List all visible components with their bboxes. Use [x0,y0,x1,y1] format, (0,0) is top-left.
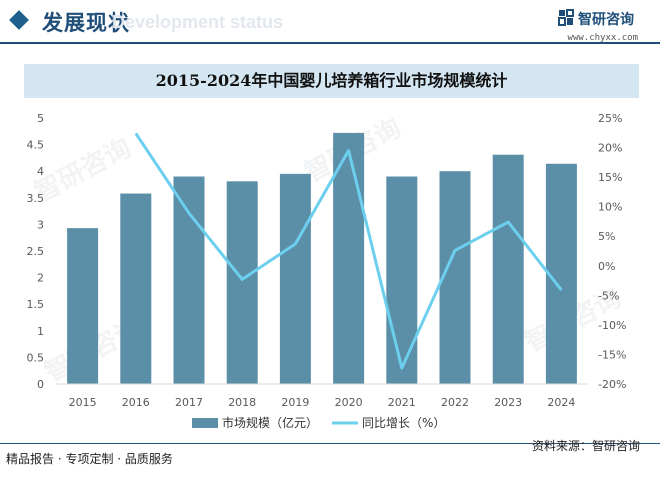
y2-tick-label: 15% [598,171,622,184]
x-tick-label: 2015 [69,396,97,409]
y-tick-label: 4 [37,165,44,178]
x-tick-label: 2016 [122,396,150,409]
section-header: 发展现状 Development status 智研咨询 www.chyxx.c… [0,0,660,44]
x-tick-label: 2018 [228,396,256,409]
bar [545,163,577,384]
bar [226,181,258,384]
y-tick-label: 3 [37,218,44,231]
y-tick-label: 1 [37,325,44,338]
bar [279,173,311,384]
x-tick-label: 2022 [441,396,469,409]
x-tick-label: 2024 [547,396,575,409]
y2-tick-label: -10% [598,319,626,332]
legend-bar-label: 市场规模（亿元） [222,415,318,430]
y2-tick-label: 25% [598,112,622,125]
y2-tick-label: -20% [598,378,626,391]
logo-name: 智研咨询 [578,12,634,28]
section-title: 发展现状 [42,11,130,35]
y2-tick-label: -5% [598,289,619,302]
chart: 0 0.5 1 1.5 2 2.5 3 3.5 4 4.5 5 -20% -15% -10% -5% 0% 5%… [27,112,627,430]
legend-line-label: 同比增长（%） [362,416,445,430]
bar [173,176,205,384]
bar [333,132,365,384]
y-tick-label: 2 [37,272,44,285]
section-subtitle: Development status [112,12,284,32]
chart-title-box: 2015-2024年中国婴儿培养箱行业市场规模统计 [24,64,639,98]
x-tick-label: 2023 [494,396,522,409]
x-tick-label: 2020 [335,396,363,409]
y-tick-label: 4.5 [27,139,45,152]
y-tick-label: 5 [37,112,44,125]
x-tick-label: 2021 [388,396,416,409]
footer-divider [0,443,660,444]
site-url: www.chyxx.com [567,33,638,43]
brand-logo: 智研咨询 [558,8,638,28]
bar [386,176,418,384]
y-tick-label: 0.5 [27,351,45,364]
y-tick-label: 3.5 [27,192,45,205]
header-divider [0,42,660,44]
x-tick-label: 2019 [281,396,309,409]
footer-tagline: 精品报告 · 专项定制 · 品质服务 [6,452,173,466]
x-tick-label: 2017 [175,396,203,409]
y2-tick-label: 20% [598,142,622,155]
growth-line [134,132,563,370]
legend-bar-swatch [192,418,218,428]
chart-title: 2015-2024年中国婴儿培养箱行业市场规模统计 [155,71,508,90]
y2-tick-label: -15% [598,348,626,361]
bar [439,171,471,384]
y2-tick-label: 0% [598,260,615,273]
y-tick-label: 1.5 [27,298,45,311]
y-tick-label: 0 [37,378,44,391]
logo-icon [558,9,574,26]
bar [120,193,152,384]
y2-tick-label: 10% [598,201,622,214]
y2-tick-label: 5% [598,230,615,243]
diamond-icon [9,10,29,30]
y-tick-label: 2.5 [27,245,45,258]
bar [492,154,524,384]
data-source: 资料来源：智研咨询 [531,439,640,453]
bar [67,228,99,384]
